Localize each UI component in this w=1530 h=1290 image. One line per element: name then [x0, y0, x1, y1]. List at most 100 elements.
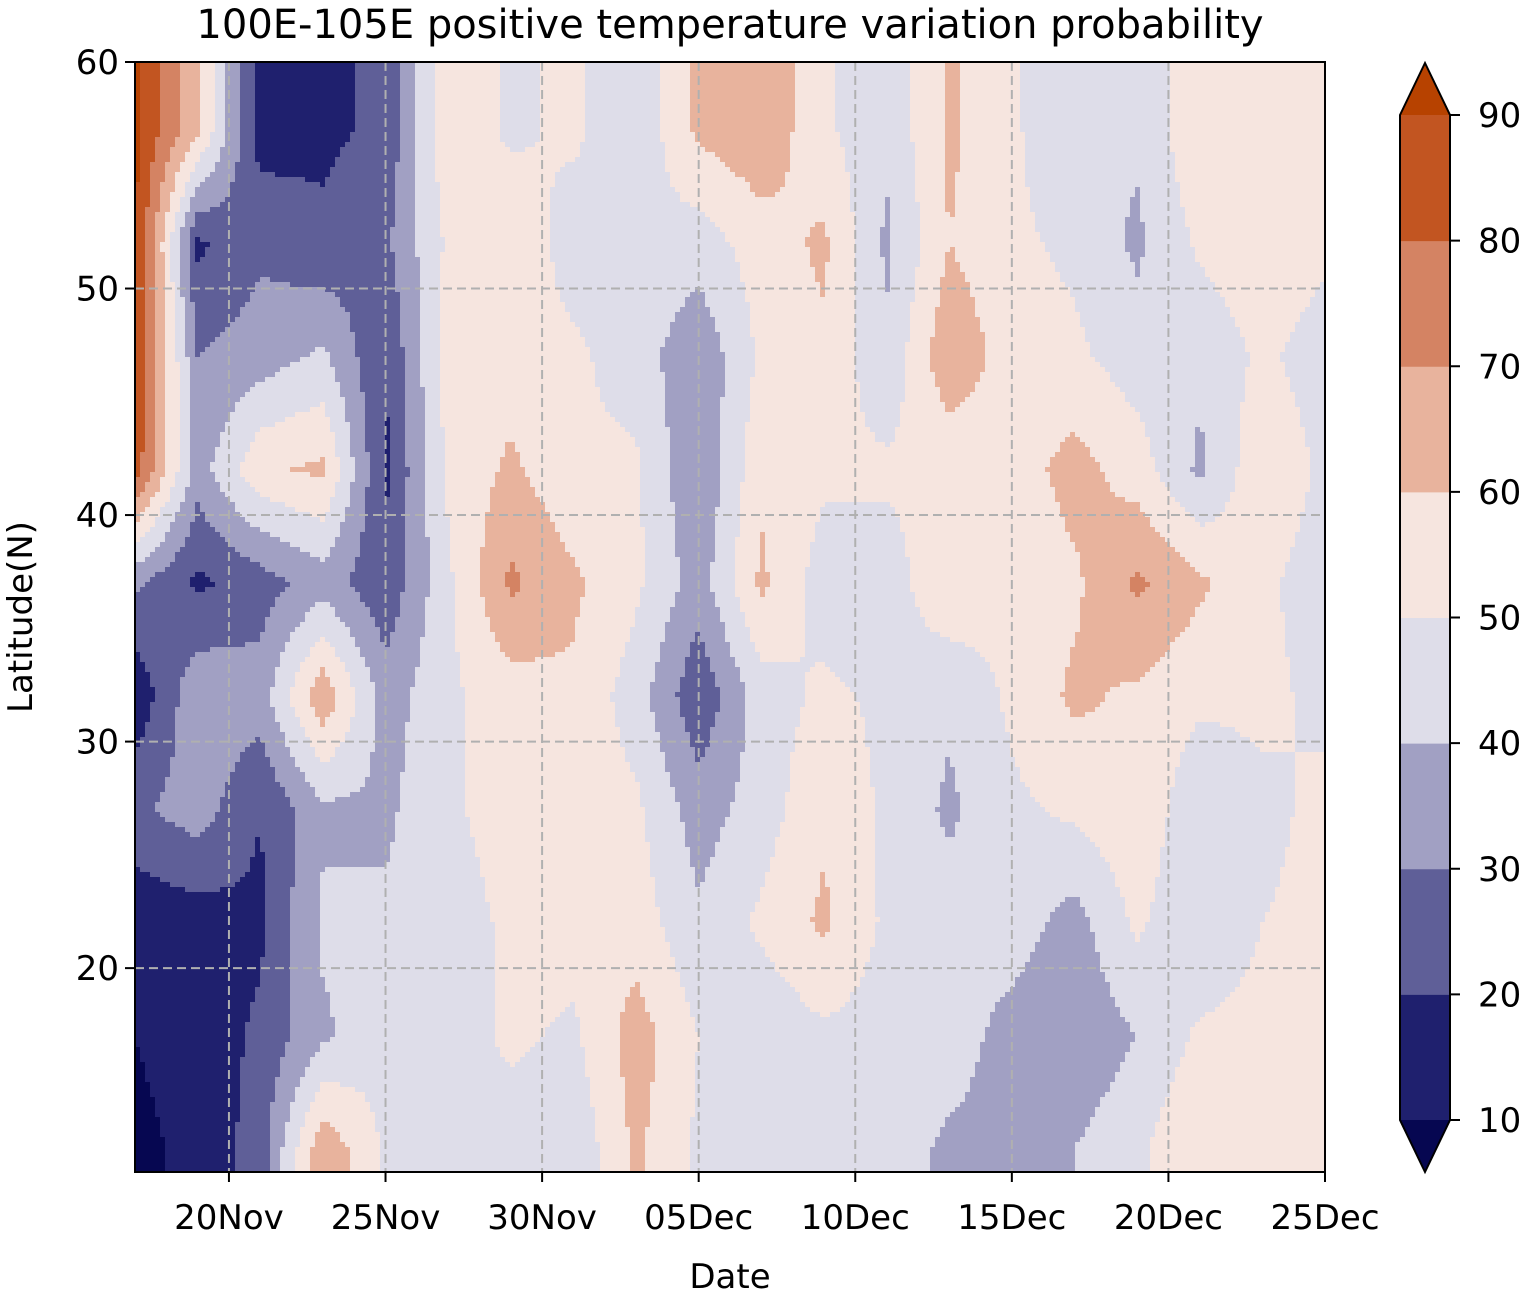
contour-cell [1170, 92, 1325, 98]
contour-cell [690, 732, 711, 738]
contour-cell [910, 127, 946, 133]
contour-cell [795, 127, 836, 133]
contour-cell [595, 367, 661, 373]
contour-cell [735, 572, 756, 578]
contour-cell [1130, 402, 1241, 408]
contour-cell [1050, 912, 1086, 918]
contour-cell [485, 897, 656, 903]
contour-cell [490, 617, 576, 623]
contour-cell [135, 492, 141, 498]
contour-cell [1160, 857, 1286, 863]
contour-cell [160, 127, 181, 133]
contour-cell [550, 1022, 581, 1028]
contour-cell [655, 667, 686, 673]
contour-cell [805, 577, 911, 583]
contour-cell [140, 82, 161, 88]
contour-cell [855, 367, 906, 373]
contour-cell [795, 107, 836, 113]
contour-cell [745, 692, 806, 698]
contour-cell [245, 1042, 286, 1048]
contour-cell [905, 367, 931, 373]
contour-cell [260, 162, 336, 168]
contour-cell [810, 227, 826, 233]
contour-cell [215, 447, 251, 453]
contour-cell [425, 607, 456, 613]
contour-cell [155, 317, 166, 323]
contour-cell [155, 807, 221, 813]
contour-cell [190, 657, 281, 663]
contour-cell [275, 1082, 301, 1088]
contour-cell [365, 392, 406, 398]
contour-cell [165, 352, 176, 358]
contour-cell [670, 497, 721, 503]
contour-cell [855, 282, 886, 288]
contour-cell [1235, 477, 1311, 483]
contour-cell [1235, 467, 1311, 473]
contour-cell [135, 882, 171, 888]
contour-cell [915, 187, 946, 193]
contour-cell [625, 1097, 651, 1103]
contour-cell [760, 587, 766, 593]
contour-cell [1130, 1047, 1186, 1053]
contour-cell [330, 167, 396, 173]
contour-cell [1135, 187, 1141, 193]
contour-cell [235, 407, 311, 413]
contour-cell [485, 522, 556, 528]
contour-cell [175, 737, 256, 743]
contour-cell [1155, 457, 1196, 463]
contour-cell [260, 957, 291, 963]
contour-cell [295, 757, 321, 763]
contour-cell [745, 732, 796, 738]
contour-cell [155, 417, 166, 423]
contour-cell [135, 497, 151, 503]
contour-cell [980, 1042, 1131, 1048]
contour-cell [690, 87, 796, 93]
contour-cell [555, 282, 746, 288]
contour-cell [135, 1047, 141, 1053]
contour-cell [395, 182, 416, 188]
contour-cell [1205, 1012, 1325, 1018]
contour-cell [915, 167, 946, 173]
contour-cell [445, 437, 636, 443]
contour-cell [750, 377, 856, 383]
contour-cell [145, 727, 176, 733]
contour-cell [360, 552, 406, 558]
contour-cell [920, 612, 1081, 618]
contour-cell [445, 432, 631, 438]
contour-cell [810, 917, 831, 923]
contour-cell [775, 962, 866, 968]
contour-cell [875, 912, 1051, 918]
contour-cell [985, 362, 1101, 368]
contour-cell [400, 297, 421, 303]
contour-cell [1200, 602, 1281, 608]
contour-cell [435, 177, 556, 183]
contour-cell [145, 332, 156, 338]
contour-cell [290, 687, 311, 693]
contour-cell [940, 287, 971, 293]
contour-cell [805, 687, 851, 693]
contour-cell [910, 107, 946, 113]
contour-cell [940, 812, 961, 818]
contour-cell [1100, 467, 1156, 473]
contour-cell [240, 1077, 276, 1083]
contour-cell [465, 787, 641, 793]
contour-cell [1055, 262, 1136, 268]
contour-cell [595, 1132, 631, 1138]
contour-cell [690, 1162, 931, 1168]
contour-cell [655, 727, 686, 733]
contour-cell [160, 1122, 236, 1128]
contour-cell [330, 712, 356, 718]
contour-cell [1280, 882, 1325, 888]
contour-cell [435, 172, 556, 178]
contour-cell [950, 247, 956, 253]
contour-cell [320, 1087, 356, 1093]
contour-cell [260, 977, 291, 983]
contour-cell [805, 242, 831, 248]
contour-cell [1250, 362, 1286, 368]
contour-cell [550, 257, 736, 263]
contour-cell [135, 887, 186, 893]
contour-cell [945, 1122, 1091, 1128]
contour-cell [1245, 397, 1296, 403]
contour-cell [445, 497, 491, 503]
contour-cell [400, 292, 421, 298]
